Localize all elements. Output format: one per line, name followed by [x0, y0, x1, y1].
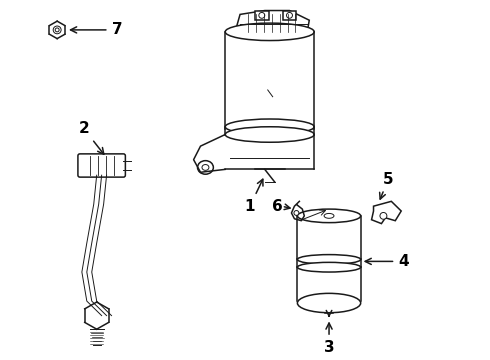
Text: 5: 5: [380, 172, 393, 199]
Ellipse shape: [53, 26, 61, 34]
Ellipse shape: [225, 119, 314, 135]
Ellipse shape: [297, 262, 361, 272]
FancyBboxPatch shape: [255, 10, 269, 20]
Ellipse shape: [225, 23, 314, 41]
Ellipse shape: [225, 127, 314, 142]
Text: 6: 6: [272, 199, 283, 214]
Text: 2: 2: [78, 121, 104, 154]
FancyBboxPatch shape: [78, 154, 125, 177]
FancyBboxPatch shape: [283, 10, 296, 20]
Ellipse shape: [324, 213, 334, 218]
Ellipse shape: [297, 293, 361, 313]
Ellipse shape: [380, 212, 387, 219]
Text: 3: 3: [324, 323, 334, 355]
Text: 4: 4: [365, 254, 409, 269]
Ellipse shape: [55, 28, 59, 32]
Ellipse shape: [287, 13, 293, 18]
Ellipse shape: [197, 161, 213, 174]
Ellipse shape: [259, 13, 265, 18]
Text: 1: 1: [245, 179, 263, 214]
Ellipse shape: [297, 209, 361, 222]
Ellipse shape: [297, 255, 361, 264]
Ellipse shape: [294, 211, 299, 215]
Ellipse shape: [202, 165, 209, 170]
Text: 7: 7: [71, 22, 122, 37]
